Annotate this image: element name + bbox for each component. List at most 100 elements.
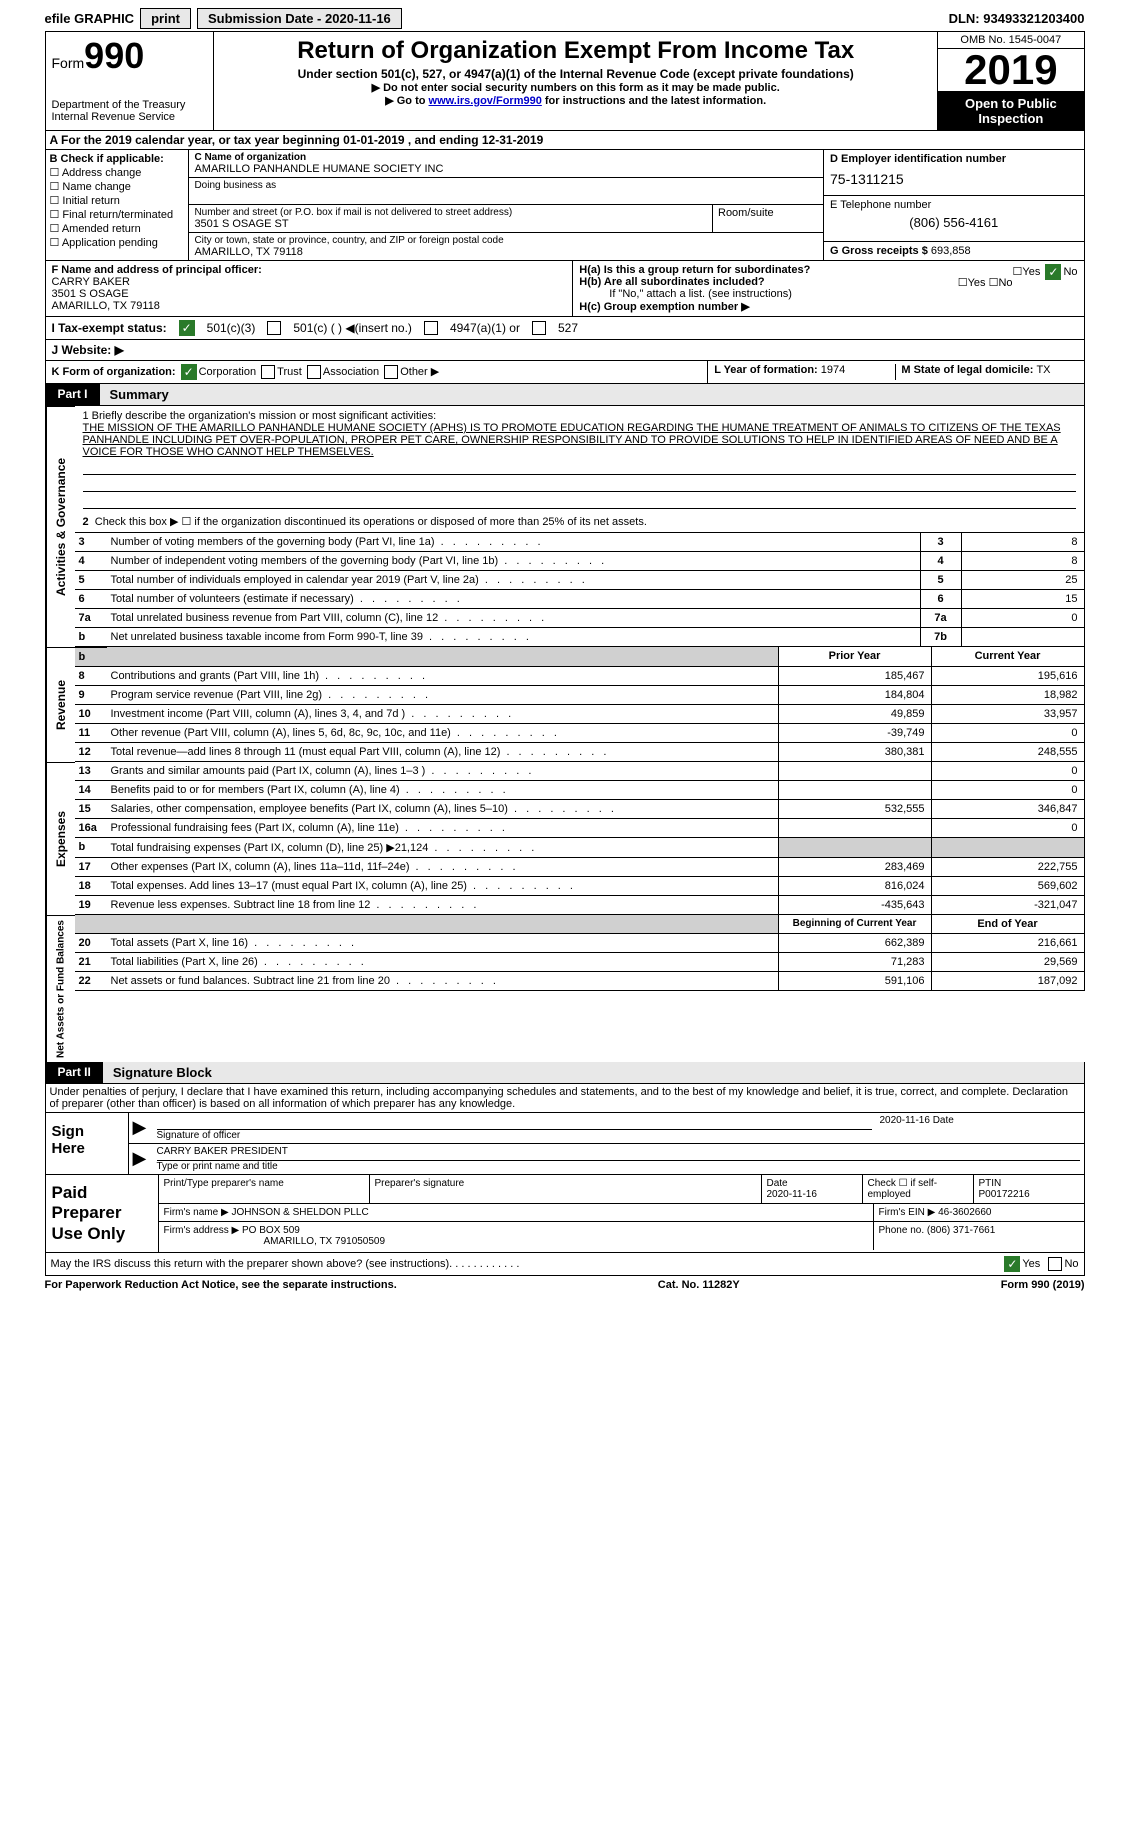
prep-date: 2020-11-16 [767, 1189, 857, 1200]
table-row: 17Other expenses (Part IX, column (A), l… [75, 858, 1085, 877]
discuss-row: May the IRS discuss this return with the… [45, 1253, 1085, 1276]
table-row: 22Net assets or fund balances. Subtract … [75, 972, 1085, 991]
table-row: bNet unrelated business taxable income f… [75, 628, 1085, 647]
print-name-label: Type or print name and title [157, 1161, 278, 1172]
sig-declaration: Under penalties of perjury, I declare th… [45, 1084, 1085, 1113]
net-header: Beginning of Current Year End of Year [75, 915, 1085, 934]
sig-date-label: Date [933, 1115, 954, 1126]
chk-final[interactable]: ☐ Final return/terminated [50, 208, 185, 221]
hb-note: If "No," attach a list. (see instruction… [579, 288, 1077, 300]
gross-label: G Gross receipts $ [830, 245, 931, 257]
tax-year: 2019 [938, 49, 1083, 92]
chk-amended[interactable]: ☐ Amended return [50, 222, 185, 235]
part1-header: Part I Summary [45, 384, 1085, 406]
print-button[interactable]: print [140, 8, 191, 29]
dba-label: Doing business as [194, 180, 818, 191]
chk-name[interactable]: ☐ Name change [50, 180, 185, 193]
officer-label: F Name and address of principal officer: [52, 264, 567, 276]
tax-exempt-row: I Tax-exempt status: ✓501(c)(3) 501(c) (… [45, 317, 1085, 340]
table-row: 9Program service revenue (Part VIII, lin… [75, 686, 1085, 705]
org-name: AMARILLO PANHANDLE HUMANE SOCIETY INC [194, 163, 818, 175]
entity-block: B Check if applicable: ☐ Address change … [45, 150, 1085, 261]
check-icon: ✓ [181, 364, 197, 380]
net-assets-section: Net Assets or Fund Balances Beginning of… [45, 915, 1085, 1062]
rev-header: b Prior Year Current Year [75, 647, 1085, 667]
sign-here-section: Sign Here ▶ Signature of officer 2020-11… [45, 1113, 1085, 1175]
table-row: 5Total number of individuals employed in… [75, 571, 1085, 590]
hc-row: H(c) Group exemption number ▶ [579, 300, 1077, 313]
table-row: 19Revenue less expenses. Subtract line 1… [75, 896, 1085, 915]
page-footer: For Paperwork Reduction Act Notice, see … [45, 1276, 1085, 1294]
sig-officer-label: Signature of officer [157, 1130, 241, 1141]
firm-addr2: AMARILLO, TX 791050509 [164, 1236, 868, 1247]
efile-label: efile GRAPHIC [45, 11, 135, 26]
arrow-icon: ▶ [129, 1144, 153, 1174]
self-employed-check[interactable]: Check ☐ if self-employed [863, 1175, 974, 1203]
gross-value: 693,858 [931, 245, 971, 257]
dept-treasury: Department of the Treasury [52, 99, 208, 111]
sig-date-value: 2020-11-16 [880, 1115, 930, 1126]
ptin-value: P00172216 [979, 1189, 1079, 1200]
phone-label: E Telephone number [830, 199, 1078, 211]
chk-initial[interactable]: ☐ Initial return [50, 194, 185, 207]
table-row: 21Total liabilities (Part X, line 26)71,… [75, 953, 1085, 972]
chk-address[interactable]: ☐ Address change [50, 166, 185, 179]
check-icon: ✓ [1045, 264, 1061, 280]
table-row: 18Total expenses. Add lines 13–17 (must … [75, 877, 1085, 896]
part2-header: Part II Signature Block [45, 1062, 1085, 1084]
table-row: 13Grants and similar amounts paid (Part … [75, 762, 1085, 781]
table-row: 7aTotal unrelated business revenue from … [75, 609, 1085, 628]
table-row: 3Number of voting members of the governi… [75, 533, 1085, 552]
room-suite-label: Room/suite [713, 205, 823, 232]
form-header: Form990 Department of the Treasury Inter… [45, 32, 1085, 131]
table-row: 14Benefits paid to or for members (Part … [75, 781, 1085, 800]
officer-print-name: CARRY BAKER PRESIDENT [157, 1146, 1080, 1161]
table-row: 16aProfessional fundraising fees (Part I… [75, 819, 1085, 838]
open-public: Open to Public Inspection [938, 92, 1083, 130]
city-label: City or town, state or province, country… [194, 235, 818, 246]
goto-note: ▶ Go to www.irs.gov/Form990 for instruct… [222, 94, 929, 107]
hb-row: H(b) Are all subordinates included? ☐Yes… [579, 276, 1077, 288]
officer-addr2: AMARILLO, TX 79118 [52, 300, 567, 312]
check-icon: ✓ [179, 320, 195, 336]
ein-label: D Employer identification number [830, 153, 1078, 165]
officer-h-block: F Name and address of principal officer:… [45, 261, 1085, 317]
cat-no: Cat. No. 11282Y [658, 1279, 740, 1291]
tax-period: A For the 2019 calendar year, or tax yea… [45, 131, 1085, 150]
table-row: 11Other revenue (Part VIII, column (A), … [75, 724, 1085, 743]
form990-link[interactable]: www.irs.gov/Form990 [429, 95, 542, 107]
expenses-section: Expenses 13Grants and similar amounts pa… [45, 762, 1085, 915]
form-number: Form990 [52, 35, 208, 77]
ein-value: 75-1311215 [830, 165, 1078, 187]
chk-app-pending[interactable]: ☐ Application pending [50, 236, 185, 249]
paid-preparer-section: Paid Preparer Use Only Print/Type prepar… [45, 1175, 1085, 1253]
website-row: J Website: ▶ [45, 340, 1085, 361]
check-applicable: B Check if applicable: [50, 153, 185, 165]
table-row: 10Investment income (Part VIII, column (… [75, 705, 1085, 724]
state-domicile: M State of legal domicile: TX [896, 364, 1077, 380]
governance-section: Activities & Governance 1 Briefly descri… [45, 406, 1085, 647]
table-row: 4Number of independent voting members of… [75, 552, 1085, 571]
table-row: 8Contributions and grants (Part VIII, li… [75, 667, 1085, 686]
city-state-zip: AMARILLO, TX 79118 [194, 246, 818, 258]
form-subtitle: Under section 501(c), 527, or 4947(a)(1)… [222, 67, 929, 81]
revenue-section: Revenue b Prior Year Current Year 8Contr… [45, 647, 1085, 762]
firm-phone: (806) 371-7661 [927, 1225, 995, 1236]
irs-label: Internal Revenue Service [52, 111, 208, 123]
submission-date: Submission Date - 2020-11-16 [197, 8, 402, 29]
ssn-note: ▶ Do not enter social security numbers o… [222, 81, 929, 94]
addr-label: Number and street (or P.O. box if mail i… [194, 207, 707, 218]
arrow-icon: ▶ [129, 1113, 153, 1143]
firm-ein: 46-3602660 [938, 1207, 991, 1218]
top-bar: efile GRAPHIC print Submission Date - 20… [45, 8, 1085, 32]
dln: DLN: 93493321203400 [949, 11, 1085, 26]
table-row: 15Salaries, other compensation, employee… [75, 800, 1085, 819]
year-formation: L Year of formation: 1974 [714, 364, 896, 380]
org-name-label: C Name of organization [194, 152, 818, 163]
prep-sig-label: Preparer's signature [370, 1175, 762, 1203]
phone-value: (806) 556-4161 [830, 211, 1078, 230]
form-footer: Form 990 (2019) [1001, 1279, 1085, 1291]
table-row: bTotal fundraising expenses (Part IX, co… [75, 838, 1085, 858]
ha-row: H(a) Is this a group return for subordin… [579, 264, 1077, 276]
table-row: 6Total number of volunteers (estimate if… [75, 590, 1085, 609]
